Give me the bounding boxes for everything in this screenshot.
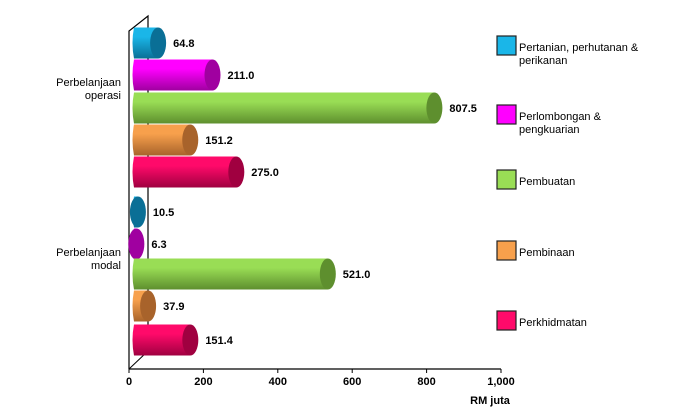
x-tick-label: 800 (417, 376, 435, 388)
bar-body (132, 124, 191, 156)
bar: 211.0 (132, 59, 254, 91)
x-tick-label: 400 (269, 376, 287, 388)
x-tick-label: 600 (343, 376, 361, 388)
bar: 64.8 (132, 27, 195, 59)
data-label: 151.2 (205, 135, 233, 147)
bar-cap (228, 156, 245, 188)
bar-cap (204, 59, 221, 91)
legend-label: Pembuatan (519, 176, 575, 188)
legend: Pertanian, perhutanan &perikanan Perlombo… (496, 35, 639, 331)
bar: 151.4 (132, 324, 234, 356)
legend-swatch (496, 169, 517, 190)
category-label: operasi (85, 90, 121, 102)
bar: 807.5 (132, 92, 477, 124)
legend-label: perikanan (519, 55, 567, 67)
category-label: Perbelanjaan (56, 77, 121, 89)
category-label: modal (91, 260, 121, 272)
bar-body (132, 92, 435, 124)
data-label: 807.5 (449, 103, 477, 115)
data-label: 275.0 (251, 167, 279, 179)
bar-cap (150, 27, 167, 59)
bar: 37.9 (132, 290, 185, 322)
bar-cap (182, 124, 199, 156)
legend-swatch (496, 240, 517, 261)
legend-item: Perkhidmatan (496, 310, 587, 331)
legend-label: Perkhidmatan (519, 317, 587, 329)
bar-cap (182, 324, 199, 356)
data-label: 64.8 (173, 38, 194, 50)
category-label: Perbelanjaan (56, 247, 121, 259)
bar-body (132, 258, 328, 290)
bar: 275.0 (132, 156, 279, 188)
legend-label: Pembinaan (519, 247, 575, 259)
legend-swatch (496, 35, 517, 56)
legend-item: Perlombongan &pengkuarian (496, 104, 602, 136)
x-axis-title: RM juta (470, 395, 511, 407)
bar-cap (319, 258, 336, 290)
bar-cap (128, 228, 145, 260)
x-tick-label: 1,000 (487, 376, 515, 388)
legend-item: Pembinaan (496, 240, 575, 261)
bar: 10.5 (129, 196, 174, 228)
data-label: 211.0 (227, 70, 254, 82)
legend-label: pengkuarian (519, 124, 580, 136)
bar-body (132, 59, 213, 91)
data-label: 10.5 (153, 207, 174, 219)
bar-cap (140, 290, 157, 322)
x-tick-label: 200 (194, 376, 212, 388)
x-tick-label: 0 (126, 376, 132, 388)
legend-item: Pertanian, perhutanan &perikanan (496, 35, 639, 67)
legend-swatch (496, 310, 517, 331)
bar: 6.3 (128, 228, 167, 260)
bar-cap (129, 196, 146, 228)
data-label: 6.3 (151, 239, 166, 251)
legend-label: Perlombongan & (519, 111, 602, 123)
bar-body (132, 156, 237, 188)
bar: 151.2 (132, 124, 233, 156)
bar-body (132, 324, 191, 356)
data-label: 37.9 (163, 301, 184, 313)
data-label: 151.4 (205, 335, 233, 347)
data-label: 521.0 (343, 269, 371, 281)
bar: 521.0 (132, 258, 371, 290)
legend-swatch (496, 104, 517, 125)
bars: 64.8 10.5 211.0 6.3 807.5 521.0 151.2 37.9 275.0… (128, 27, 477, 356)
legend-item: Pembuatan (496, 169, 575, 190)
legend-label: Pertanian, perhutanan & (519, 42, 639, 54)
bar-cap (426, 92, 443, 124)
